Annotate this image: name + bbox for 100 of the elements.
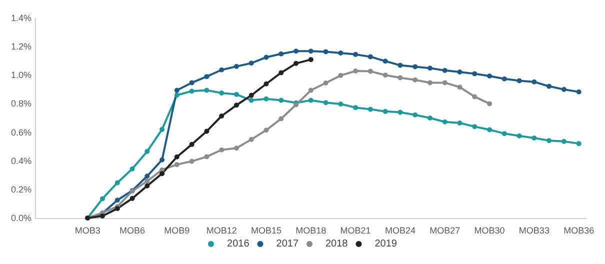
point <box>546 84 552 89</box>
point <box>160 126 165 132</box>
point <box>219 114 224 118</box>
point <box>308 88 314 93</box>
legend-label: 2017 <box>276 238 299 250</box>
point <box>308 48 314 54</box>
point <box>219 67 224 72</box>
point <box>114 180 120 186</box>
point <box>532 79 537 84</box>
legend-label: 2016 <box>227 238 250 250</box>
point <box>382 108 388 114</box>
y-tick-label: 1.4% <box>11 13 32 23</box>
point <box>442 119 448 124</box>
point <box>516 78 522 84</box>
point <box>234 92 239 97</box>
point <box>502 131 507 136</box>
point <box>204 128 210 134</box>
x-tick-label: MOB6 <box>120 226 146 236</box>
point <box>338 102 344 106</box>
point <box>398 75 403 80</box>
point <box>368 54 373 60</box>
point <box>278 70 284 76</box>
point <box>532 136 537 140</box>
point <box>189 142 194 147</box>
point <box>100 214 105 218</box>
x-tick-label: MOB9 <box>164 226 190 236</box>
point <box>382 58 388 64</box>
point <box>487 101 492 106</box>
point <box>368 106 373 112</box>
point <box>294 48 299 54</box>
point <box>427 66 432 71</box>
point <box>264 128 269 133</box>
point <box>546 138 552 144</box>
point <box>576 89 582 94</box>
point <box>353 68 358 74</box>
point <box>398 62 403 68</box>
y-tick-label: 0.6% <box>11 127 32 138</box>
point <box>160 157 165 162</box>
point <box>457 120 462 126</box>
x-tick-label: MOB27 <box>430 226 460 236</box>
point <box>204 88 210 93</box>
point <box>264 96 269 102</box>
point <box>457 84 462 90</box>
point <box>442 80 448 86</box>
x-tick-label: MOB18 <box>296 226 326 236</box>
point <box>472 94 478 100</box>
point <box>189 158 194 164</box>
point <box>278 51 284 56</box>
point <box>100 196 105 202</box>
point <box>278 98 284 103</box>
point <box>160 171 165 176</box>
point <box>234 102 239 108</box>
point <box>308 57 314 62</box>
point <box>427 80 432 86</box>
x-tick-label: MOB3 <box>74 226 100 236</box>
point <box>487 74 492 78</box>
point <box>264 54 269 60</box>
x-tick-label: MOB12 <box>206 226 237 236</box>
point <box>502 76 507 82</box>
y-tick-label: 1.2% <box>11 42 32 52</box>
y-tick-label: 1.0% <box>11 70 32 80</box>
point <box>144 178 150 184</box>
point <box>189 80 194 86</box>
legend-label: 2018 <box>326 238 348 250</box>
point <box>114 198 120 203</box>
point <box>398 110 403 115</box>
point <box>130 196 135 201</box>
point <box>412 112 418 118</box>
point <box>234 64 239 69</box>
point <box>516 133 522 138</box>
point <box>204 74 210 80</box>
legend-label: 2019 <box>374 238 398 250</box>
point <box>308 98 314 103</box>
point <box>248 98 254 103</box>
x-tick-label: MOB15 <box>250 226 282 236</box>
point <box>323 49 328 54</box>
point <box>412 77 418 82</box>
y-tick-label: 0.4% <box>11 156 32 166</box>
y-tick-label: 0.2% <box>11 184 32 194</box>
point <box>561 138 566 144</box>
point <box>189 88 194 94</box>
point <box>561 86 566 92</box>
point <box>368 68 373 74</box>
point <box>144 148 150 154</box>
point <box>130 166 135 172</box>
point <box>427 116 432 120</box>
point <box>278 116 284 122</box>
point <box>248 92 254 98</box>
point <box>382 72 388 78</box>
point <box>457 70 462 74</box>
point <box>353 105 358 110</box>
point <box>174 162 180 168</box>
point <box>174 88 180 93</box>
point <box>338 50 344 56</box>
point <box>144 183 150 188</box>
point <box>338 72 344 78</box>
point <box>353 52 358 57</box>
point <box>174 154 180 160</box>
x-tick-label: MOB30 <box>474 226 505 236</box>
point <box>219 90 224 96</box>
